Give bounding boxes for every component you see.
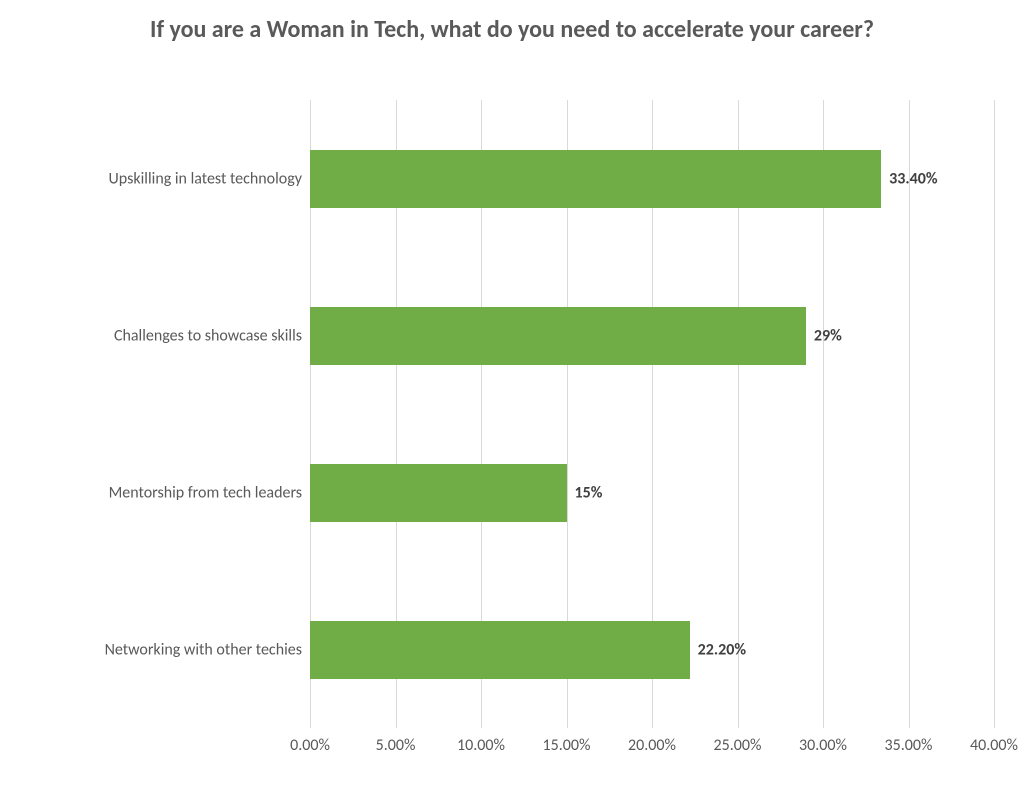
category-label: Networking with other techies	[105, 640, 302, 659]
plot-area: 0.00%5.00%10.00%15.00%20.00%25.00%30.00%…	[310, 100, 994, 728]
gridline	[909, 100, 910, 728]
x-tick-label: 30.00%	[799, 736, 847, 755]
chart-container: If you are a Woman in Tech, what do you …	[0, 0, 1024, 801]
x-tick-label: 0.00%	[290, 736, 330, 755]
x-tick-label: 5.00%	[376, 736, 416, 755]
x-tick-label: 40.00%	[970, 736, 1018, 755]
bar	[310, 150, 881, 208]
bar-value-label: 33.40%	[889, 169, 937, 188]
gridline	[994, 100, 995, 728]
bar-value-label: 15%	[575, 483, 603, 502]
x-tick-label: 25.00%	[714, 736, 762, 755]
bar-value-label: 29%	[814, 326, 842, 345]
x-tick-label: 15.00%	[543, 736, 591, 755]
bar-value-label: 22.20%	[698, 640, 746, 659]
category-label: Upskilling in latest technology	[109, 169, 303, 188]
x-tick-label: 35.00%	[885, 736, 933, 755]
bar	[310, 307, 806, 365]
bar	[310, 621, 690, 679]
chart-title: If you are a Woman in Tech, what do you …	[0, 15, 1024, 45]
bar	[310, 464, 567, 522]
category-label: Challenges to showcase skills	[114, 326, 302, 345]
category-label: Mentorship from tech leaders	[109, 483, 302, 502]
x-tick-label: 10.00%	[457, 736, 505, 755]
x-tick-label: 20.00%	[628, 736, 676, 755]
